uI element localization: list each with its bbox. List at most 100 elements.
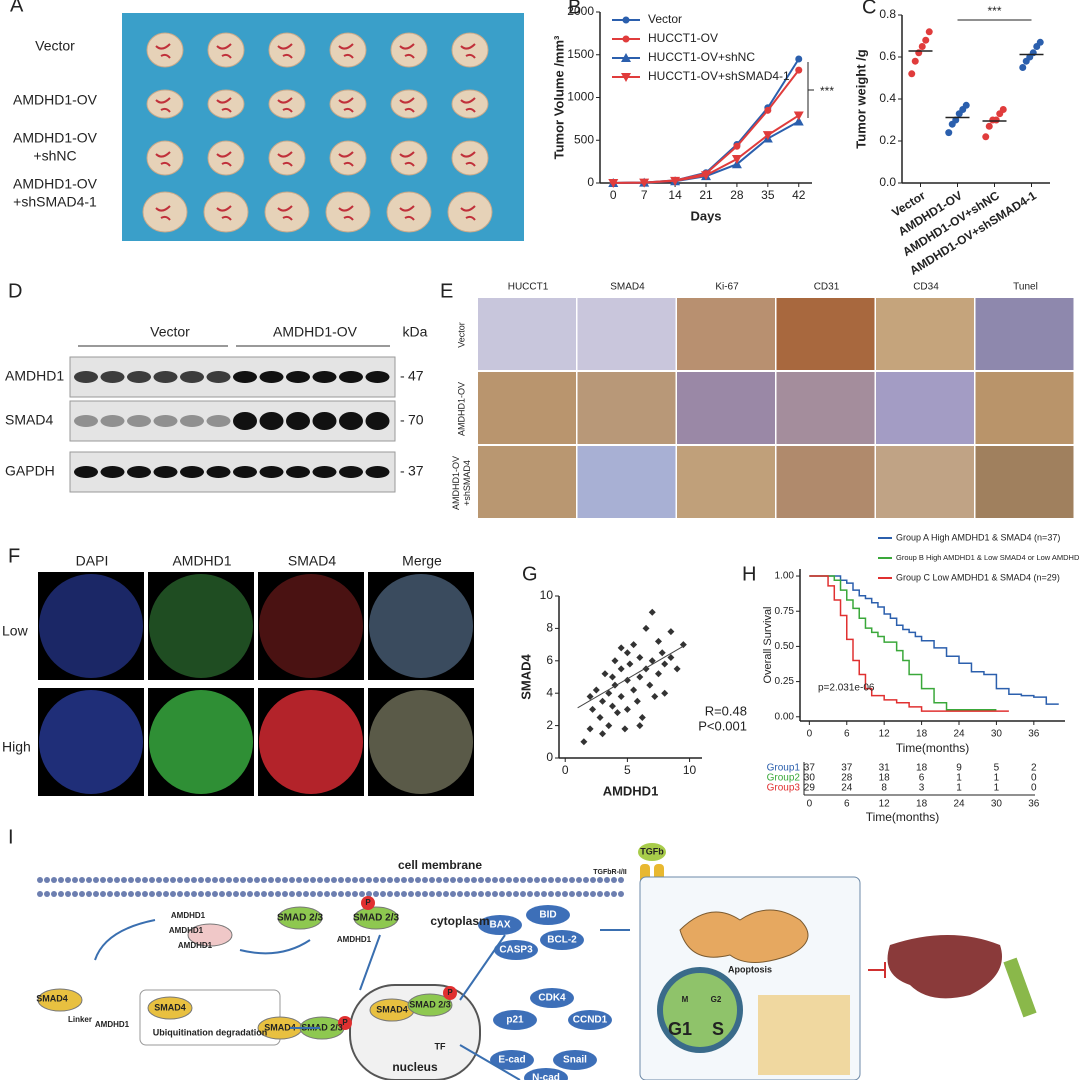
y-tick-label: 0.25 (775, 676, 795, 687)
membrane-lipid (212, 877, 218, 883)
protein (187, 923, 233, 947)
membrane-lipid (352, 891, 358, 897)
legend-label: HUCCT1-OV (648, 31, 718, 45)
target-protein (478, 915, 522, 935)
membrane-lipid (331, 891, 337, 897)
membrane-lipid (275, 877, 281, 883)
point (599, 697, 607, 705)
legend-label: HUCCT1-OV+shSMAD4-1 (648, 69, 790, 83)
ihc-image (577, 446, 676, 518)
row-label: AMDHD1-OV (13, 130, 98, 146)
risk-count: 9 (956, 763, 962, 774)
membrane-lipid (184, 877, 190, 883)
membrane-lipid (261, 877, 267, 883)
diagram-label: P (447, 988, 453, 997)
blot-band (180, 466, 204, 478)
blot-band (312, 412, 337, 430)
blot-band (312, 466, 337, 478)
membrane-lipid (478, 891, 484, 897)
tissue-core (369, 574, 473, 678)
membrane-lipid (72, 877, 78, 883)
blot-band (233, 412, 257, 430)
ihc-image (478, 372, 576, 444)
point (623, 705, 631, 713)
point (679, 641, 687, 649)
group-label: AMDHD1-OV (273, 324, 358, 340)
risk-count: 6 (919, 773, 925, 784)
membrane-lipid (590, 877, 596, 883)
column-label: CD31 (814, 282, 840, 293)
membrane-lipid (492, 891, 498, 897)
target-protein (540, 930, 584, 950)
tumor (207, 89, 245, 119)
y-tick-label: 1.00 (775, 571, 795, 582)
kda-tick: - (400, 412, 405, 428)
risk-time: 0 (807, 799, 813, 810)
diagram-label: P (342, 1018, 348, 1027)
membrane-lipid (555, 891, 561, 897)
row-label: +shSMAD4 (462, 460, 472, 506)
diagram-label: AMDHD1 (95, 1020, 130, 1029)
membrane-lipid (254, 891, 260, 897)
diagram-label: Ubiquitination degradation (153, 1027, 268, 1037)
marker (622, 16, 630, 24)
point (636, 654, 644, 662)
x-tick-label: 35 (761, 188, 775, 202)
risk-count: 18 (879, 773, 891, 784)
membrane-lipid (303, 877, 309, 883)
membrane-lipid (107, 877, 113, 883)
membrane-lipid (107, 891, 113, 897)
tumor-vessel (338, 205, 354, 221)
membrane-lipid (597, 891, 603, 897)
membrane-lipid (352, 877, 358, 883)
x-tick-label: 14 (668, 188, 682, 202)
apoptosis-cells (679, 909, 809, 963)
membrane-lipid (261, 891, 267, 897)
membrane-lipid (135, 877, 141, 883)
target-protein (568, 1010, 612, 1030)
tumor-vessel (277, 97, 293, 113)
membrane-lipid (387, 877, 393, 883)
tumor-vessel (338, 151, 354, 167)
tumor (451, 140, 489, 176)
risk-count: 0 (1031, 773, 1037, 784)
blot-band (153, 466, 178, 478)
point (617, 644, 625, 652)
diagram-label: E-cad (498, 1055, 525, 1066)
membrane-lipid (618, 877, 624, 883)
row-label: AMDHD1-OV (456, 382, 466, 436)
diagram-label: TGFbR-I/II (593, 869, 626, 876)
membrane-lipid (464, 891, 470, 897)
blot-band (233, 466, 257, 478)
x-axis-label: Days (690, 208, 721, 223)
membrane-lipid (422, 891, 428, 897)
membrane-lipid (541, 877, 547, 883)
point (630, 686, 638, 694)
membrane-lipid (604, 891, 610, 897)
blot-band (365, 371, 390, 383)
membrane-lipid (471, 877, 477, 883)
membrane-lipid (576, 877, 582, 883)
membrane-lipid (450, 877, 456, 883)
tumor-vessel (460, 43, 476, 59)
membrane-lipid (198, 877, 204, 883)
point (636, 722, 644, 730)
column-label: SMAD4 (288, 553, 336, 569)
diagram-label: AMDHD1 (169, 926, 204, 935)
y-axis-label: Tumor Volume /mm³ (551, 35, 566, 159)
membrane-lipid (569, 891, 575, 897)
membrane-lipid (387, 891, 393, 897)
ihc-image (876, 446, 974, 518)
membrane-lipid (338, 877, 344, 883)
membrane-lipid (359, 891, 365, 897)
group-label: Vector (150, 324, 190, 340)
row-label: +shNC (33, 148, 76, 164)
tumor-vessel (338, 97, 354, 113)
risk-time: 6 (844, 799, 850, 810)
membrane-lipid (562, 891, 568, 897)
diagram-label: AMDHD1 (171, 911, 206, 920)
tissue-core (149, 690, 253, 794)
membrane-lipid (576, 891, 582, 897)
arrow (94, 919, 156, 961)
